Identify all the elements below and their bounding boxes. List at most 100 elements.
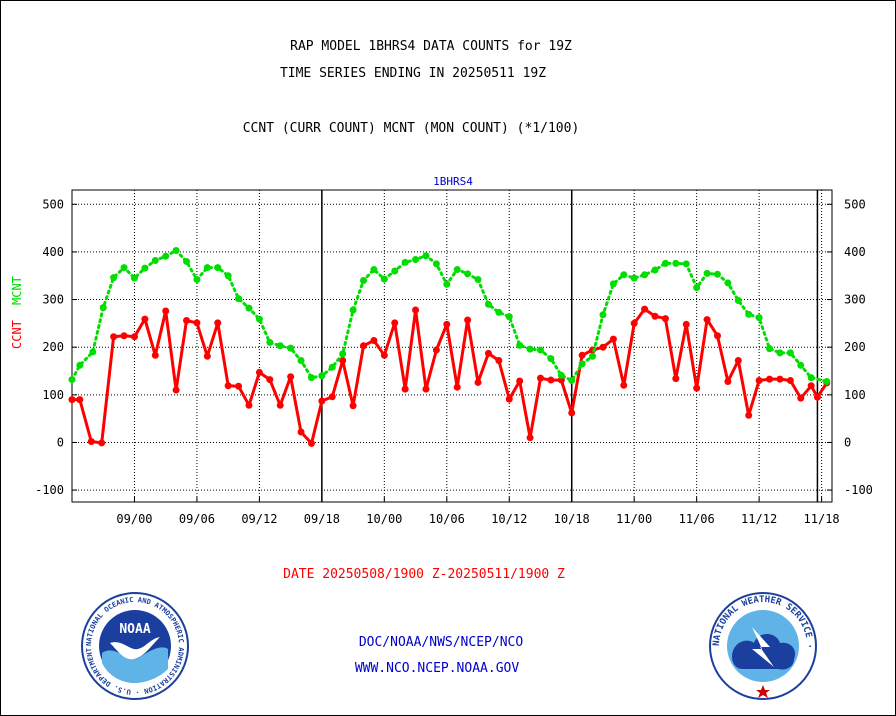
y-tick-label-left: 0 [57, 435, 64, 449]
y-axis-right-ticks: 500 400 300 200 100 0 -100 [827, 197, 873, 497]
x-tick-label: 09/06 [179, 512, 215, 526]
y-axis-left-ticks: 500 400 300 200 100 0 -100 [35, 197, 77, 497]
data-point-ccnt [745, 411, 753, 419]
day-dividers [321, 190, 819, 502]
data-point-ccnt [609, 335, 617, 343]
data-point-mcnt [318, 372, 326, 380]
x-tick-label: 10/06 [429, 512, 465, 526]
data-point-ccnt [245, 401, 253, 409]
data-point-mcnt [713, 270, 721, 278]
data-point-ccnt [536, 374, 544, 382]
org-link[interactable]: DOC/NOAA/NWS/NCEP/NCO [358, 635, 524, 650]
y-tick-label-right: -100 [844, 483, 873, 497]
x-tick-label: 09/12 [241, 512, 277, 526]
data-point-ccnt [641, 305, 649, 313]
data-point-ccnt [693, 384, 701, 392]
data-point-mcnt [412, 256, 420, 264]
data-point-mcnt [380, 275, 388, 283]
y-tick-label-left: 300 [42, 293, 64, 307]
data-point-mcnt [297, 357, 305, 365]
chart-title-line1: RAP MODEL 1BHRS4 DATA COUNTS for 19Z [290, 39, 572, 54]
data-point-mcnt [672, 259, 680, 267]
y-tick-label-right: 400 [844, 245, 866, 259]
nws-logo: NATIONAL WEATHER SERVICE · [709, 592, 817, 700]
data-point-mcnt [536, 346, 544, 354]
data-point-ccnt [703, 316, 711, 324]
data-point-mcnt [141, 264, 149, 272]
data-point-mcnt [162, 252, 170, 260]
data-point-ccnt [214, 319, 222, 327]
data-point-mcnt [391, 267, 399, 275]
data-point-mcnt [651, 266, 659, 274]
data-point-ccnt [516, 377, 524, 385]
data-point-ccnt [422, 385, 430, 393]
data-point-ccnt [276, 401, 284, 409]
data-point-ccnt [484, 349, 492, 357]
data-point-mcnt [360, 277, 368, 285]
data-point-mcnt [474, 276, 482, 284]
data-point-ccnt [255, 368, 263, 376]
data-point-ccnt [412, 306, 420, 314]
data-point-mcnt [547, 355, 555, 363]
data-point-ccnt [380, 351, 388, 359]
data-point-mcnt [557, 371, 565, 379]
data-point-mcnt [76, 361, 84, 369]
data-point-ccnt [547, 376, 555, 384]
data-point-mcnt [287, 344, 295, 352]
y-tick-label-right: 300 [844, 293, 866, 307]
data-point-mcnt [568, 377, 576, 385]
data-point-mcnt [151, 256, 159, 264]
data-point-mcnt [724, 279, 732, 287]
data-point-mcnt [432, 260, 440, 268]
y-axis-label-mcnt: MCNT [10, 276, 24, 305]
x-tick-label: 11/12 [741, 512, 777, 526]
data-point-ccnt [203, 352, 211, 360]
data-point-mcnt [110, 274, 118, 282]
data-point-mcnt [120, 264, 128, 272]
x-tick-label: 11/06 [679, 512, 715, 526]
x-tick-label: 10/00 [366, 512, 402, 526]
data-point-ccnt [724, 377, 732, 385]
data-point-ccnt [328, 393, 336, 401]
data-point-ccnt [464, 316, 472, 324]
data-point-ccnt [432, 346, 440, 354]
series-lines [68, 246, 831, 447]
data-point-ccnt [318, 397, 326, 405]
data-point-mcnt [307, 374, 315, 382]
data-point-ccnt [266, 376, 274, 384]
data-point-mcnt [245, 304, 253, 312]
plot-area-border [71, 189, 833, 503]
data-point-ccnt [193, 319, 201, 327]
data-point-mcnt [255, 315, 263, 323]
data-point-ccnt [713, 332, 721, 340]
noaa-logo-text: NOAA [119, 622, 150, 637]
data-point-ccnt [630, 319, 638, 327]
data-point-ccnt [297, 428, 305, 436]
data-point-mcnt [464, 270, 472, 278]
data-point-ccnt [87, 438, 95, 446]
data-point-ccnt [453, 383, 461, 391]
data-point-ccnt [401, 385, 409, 393]
data-point-ccnt [349, 402, 357, 410]
data-point-ccnt [68, 396, 76, 404]
data-point-ccnt [141, 315, 149, 323]
data-point-ccnt [786, 377, 794, 385]
data-point-ccnt [110, 333, 118, 341]
data-point-mcnt [235, 295, 243, 303]
data-point-mcnt [401, 258, 409, 266]
data-point-ccnt [526, 434, 534, 442]
y-tick-label-right: 0 [844, 435, 851, 449]
data-point-mcnt [495, 308, 503, 316]
data-point-ccnt [813, 393, 821, 401]
data-point-ccnt [568, 409, 576, 417]
website-link[interactable]: WWW.NCO.NCEP.NOAA.GOV [354, 661, 520, 676]
data-point-ccnt [797, 394, 805, 402]
data-point-mcnt [734, 297, 742, 305]
data-point-mcnt [224, 272, 232, 280]
y-tick-label-right: 100 [844, 388, 866, 402]
data-point-ccnt [370, 337, 378, 345]
data-point-ccnt [360, 342, 368, 350]
data-point-mcnt [484, 300, 492, 308]
data-point-mcnt [328, 363, 336, 371]
y-tick-label-left: 400 [42, 245, 64, 259]
